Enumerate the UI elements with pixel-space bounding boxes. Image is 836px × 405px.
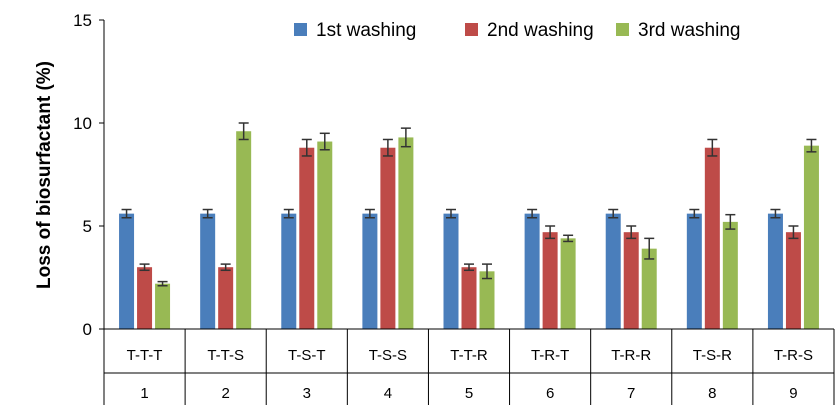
category-number-label: 1: [140, 385, 148, 402]
bar: [362, 213, 378, 329]
bar: [200, 213, 216, 329]
x-tick-label: T-T-S: [207, 347, 244, 364]
bar: [686, 213, 702, 329]
bar: [155, 283, 171, 329]
bar: [722, 221, 738, 329]
bar: [704, 147, 720, 329]
bars: [119, 122, 819, 329]
bar: [461, 267, 477, 329]
bar: [137, 267, 153, 329]
bar: [479, 271, 495, 329]
bar: [524, 213, 540, 329]
category-number-label: 3: [303, 385, 311, 402]
bar: [623, 232, 639, 329]
category-number-label: 7: [627, 385, 635, 402]
x-tick-label: T-R-R: [611, 347, 651, 364]
y-axis-label: Loss of biosurfactant (%): [34, 61, 55, 289]
legend-entry: 1st washing: [316, 20, 416, 41]
legend-swatch: [465, 23, 478, 36]
bar: [119, 213, 135, 329]
y-tick-label: 5: [83, 217, 92, 236]
legend-swatch: [616, 23, 629, 36]
category-table: T-T-T 1 T-T-S 2 T-S-T 3 T-S-S 4 T-T-R 5 T-R-T 6 T-R-…: [103, 328, 835, 405]
bar: [803, 145, 819, 329]
x-tick-label: T-R-T: [531, 347, 569, 364]
bar: [218, 267, 234, 329]
bar: [281, 213, 297, 329]
bar: [380, 147, 396, 329]
bar: [299, 147, 315, 329]
legend-swatch: [294, 23, 307, 36]
category-number-label: 4: [384, 385, 392, 402]
category-number-label: 2: [221, 385, 229, 402]
category-number-label: 8: [708, 385, 716, 402]
bar: [641, 248, 657, 329]
bar: [605, 213, 621, 329]
legend: 1st washing 2nd washing 3rd washing: [294, 20, 740, 41]
bar: [317, 141, 333, 329]
y-axis: 0 5 10 15: [73, 11, 105, 339]
bar: [236, 131, 252, 329]
category-number-label: 9: [789, 385, 797, 402]
bar: [542, 232, 558, 329]
bar: [767, 213, 783, 329]
x-tick-label: T-S-R: [693, 347, 732, 364]
x-tick-label: T-R-S: [774, 347, 813, 364]
category-number-label: 5: [465, 385, 473, 402]
x-tick-label: T-T-T: [127, 347, 163, 364]
y-tick-label: 0: [83, 320, 92, 339]
x-tick-label: T-S-T: [288, 347, 326, 364]
legend-entry: 3rd washing: [638, 20, 740, 41]
y-tick-label: 15: [73, 11, 92, 30]
y-tick-label: 10: [73, 114, 92, 133]
bar: [785, 232, 801, 329]
legend-entry: 2nd washing: [487, 20, 594, 41]
bar: [560, 238, 576, 329]
x-tick-label: T-T-R: [450, 347, 488, 364]
bar: [398, 137, 414, 329]
bar: [443, 213, 459, 329]
x-tick-label: T-S-S: [369, 347, 407, 364]
category-number-label: 6: [546, 385, 554, 402]
